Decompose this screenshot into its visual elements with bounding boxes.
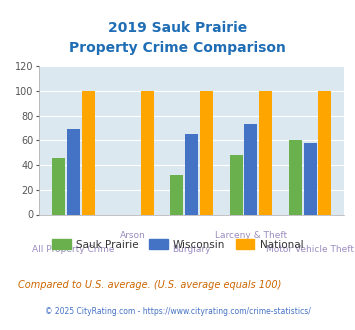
- Bar: [185, 134, 198, 214]
- Bar: [244, 124, 257, 214]
- Bar: [200, 91, 213, 214]
- Bar: [82, 91, 95, 214]
- Text: © 2025 CityRating.com - https://www.cityrating.com/crime-statistics/: © 2025 CityRating.com - https://www.city…: [45, 307, 310, 316]
- Bar: [170, 175, 184, 214]
- Text: Motor Vehicle Theft: Motor Vehicle Theft: [266, 245, 354, 254]
- Text: Arson: Arson: [120, 231, 146, 240]
- Legend: Sauk Prairie, Wisconsin, National: Sauk Prairie, Wisconsin, National: [48, 235, 307, 254]
- Bar: [318, 91, 331, 214]
- Text: All Property Crime: All Property Crime: [32, 245, 115, 254]
- Bar: [141, 91, 154, 214]
- Text: 2019 Sauk Prairie: 2019 Sauk Prairie: [108, 21, 247, 35]
- Text: Burglary: Burglary: [173, 245, 211, 254]
- Bar: [67, 129, 80, 214]
- Bar: [259, 91, 272, 214]
- Bar: [304, 143, 317, 214]
- Text: Compared to U.S. average. (U.S. average equals 100): Compared to U.S. average. (U.S. average …: [18, 280, 281, 290]
- Bar: [52, 158, 65, 214]
- Text: Property Crime Comparison: Property Crime Comparison: [69, 41, 286, 55]
- Text: Larceny & Theft: Larceny & Theft: [215, 231, 287, 240]
- Bar: [289, 140, 302, 214]
- Bar: [230, 155, 242, 214]
